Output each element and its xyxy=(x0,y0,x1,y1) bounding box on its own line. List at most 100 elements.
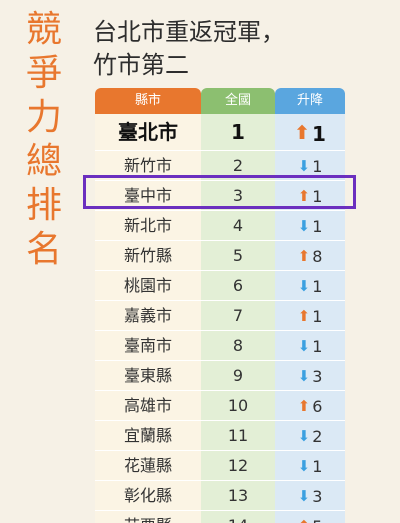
change-number: 1 xyxy=(312,121,326,146)
change-value: ⬆ 1 xyxy=(294,116,326,152)
change-number: 6 xyxy=(312,397,323,416)
arrow-up-icon: ⬆ xyxy=(297,247,311,265)
change-cell: ⬇ 1 xyxy=(275,331,345,360)
county-cell: 新北市 xyxy=(95,211,201,240)
rank-cell: 9 xyxy=(201,361,275,390)
arrow-down-icon: ⬇ xyxy=(297,367,311,385)
rank-cell: 6 xyxy=(201,271,275,300)
county-cell: 嘉義市 xyxy=(95,301,201,330)
change-number: 1 xyxy=(312,217,323,236)
county-cell: 彰化縣 xyxy=(95,481,201,510)
county-cell: 新竹縣 xyxy=(95,241,201,270)
change-value: ⬇ 1 xyxy=(298,332,323,361)
change-value: ⬇ 3 xyxy=(298,362,323,391)
change-cell: ⬇ 1 xyxy=(275,211,345,240)
arrow-up-icon: ⬆ xyxy=(297,397,311,415)
table-row: 嘉義市 7 ⬆ 1 xyxy=(95,301,345,331)
arrow-up-icon: ⬆ xyxy=(297,307,311,325)
change-cell: ⬆ 8 xyxy=(275,241,345,270)
change-number: 1 xyxy=(312,457,323,476)
arrow-up-icon: ⬆ xyxy=(294,122,310,144)
headline: 台北市重返冠軍， 竹市第二 xyxy=(93,16,353,82)
change-number: 1 xyxy=(312,187,323,206)
county-cell: 臺北市 xyxy=(95,114,201,150)
change-number: 3 xyxy=(312,487,323,506)
table-row: 宜蘭縣 11 ⬇ 2 xyxy=(95,421,345,451)
change-number: 1 xyxy=(312,277,323,296)
change-cell: ⬇ 1 xyxy=(275,451,345,480)
change-number: 2 xyxy=(312,427,323,446)
arrow-down-icon: ⬇ xyxy=(297,427,311,445)
table-row: 彰化縣 13 ⬇ 3 xyxy=(95,481,345,511)
change-value: ⬇ 1 xyxy=(298,212,323,241)
change-cell: ⬇ 3 xyxy=(275,361,345,390)
change-value: ⬆ 1 xyxy=(298,302,323,331)
arrow-down-icon: ⬇ xyxy=(297,217,311,235)
change-value: ⬇ 3 xyxy=(298,482,323,511)
county-cell: 宜蘭縣 xyxy=(95,421,201,450)
table-row: 臺東縣 9 ⬇ 3 xyxy=(95,361,345,391)
change-value: ⬆5 xyxy=(298,512,323,523)
highlight-box xyxy=(83,175,356,209)
table-row: 新竹縣 5 ⬆ 8 xyxy=(95,241,345,271)
change-number: 1 xyxy=(312,307,323,326)
change-value: ⬆ 1 xyxy=(298,182,323,211)
county-cell: 臺中市 xyxy=(95,181,201,210)
change-cell: ⬇ 1 xyxy=(275,271,345,300)
change-number: 8 xyxy=(312,247,323,266)
change-number: 3 xyxy=(312,367,323,386)
change-number: 1 xyxy=(312,157,323,176)
header-national: 全國 xyxy=(201,88,275,114)
rank-cell: 10 xyxy=(201,391,275,420)
change-value: ⬆ 8 xyxy=(298,242,323,271)
header-county: 縣市 xyxy=(95,88,201,114)
arrow-down-icon: ⬇ xyxy=(297,277,311,295)
change-number: 5 xyxy=(312,512,322,523)
arrow-down-icon: ⬇ xyxy=(297,157,311,175)
vertical-title: 競爭力總排名 xyxy=(25,9,62,270)
change-cell: ⬆5 xyxy=(275,511,345,523)
change-number: 1 xyxy=(312,337,323,356)
county-cell: 臺南市 xyxy=(95,331,201,360)
county-cell: 花蓮縣 xyxy=(95,451,201,480)
rank-cell: 11 xyxy=(201,421,275,450)
change-cell: ⬆ 1 xyxy=(275,301,345,330)
table-row: 新北市 4 ⬇ 1 xyxy=(95,211,345,241)
change-cell: ⬆ 1 xyxy=(275,114,345,150)
arrow-up-icon: ⬆ xyxy=(297,187,311,205)
county-cell: 桃園市 xyxy=(95,271,201,300)
change-value: ⬇ 2 xyxy=(298,422,323,451)
change-cell: ⬇ 3 xyxy=(275,481,345,510)
county-cell: 臺東縣 xyxy=(95,361,201,390)
header-change: 升降 xyxy=(275,88,345,114)
ranking-table: 縣市 全國 升降 臺北市 1 ⬆ 1 新竹市 2 ⬇ 1 臺中市 3 ⬆ 1 新北市 4 ⬇ 1 新竹縣 5 ⬆ 8 桃… xyxy=(95,88,345,523)
rank-cell: 12 xyxy=(201,451,275,480)
rank-cell: 8 xyxy=(201,331,275,360)
table-row: 桃園市 6 ⬇ 1 xyxy=(95,271,345,301)
rank-cell: 7 xyxy=(201,301,275,330)
change-value: ⬇ 1 xyxy=(298,272,323,301)
table-row: 苗栗縣14 ⬆5 xyxy=(95,511,345,523)
rank-cell: 5 xyxy=(201,241,275,270)
change-value: ⬆ 6 xyxy=(298,392,323,421)
table-row: 臺北市 1 ⬆ 1 xyxy=(95,114,345,151)
change-value: ⬇ 1 xyxy=(298,452,323,481)
headline-line-2: 竹市第二 xyxy=(93,51,189,79)
rank-cell: 4 xyxy=(201,211,275,240)
table-row: 花蓮縣 12 ⬇ 1 xyxy=(95,451,345,481)
arrow-down-icon: ⬇ xyxy=(297,487,311,505)
table-row: 高雄市 10 ⬆ 6 xyxy=(95,391,345,421)
table-row: 臺中市 3 ⬆ 1 xyxy=(95,181,345,211)
table-row: 臺南市 8 ⬇ 1 xyxy=(95,331,345,361)
rank-cell: 1 xyxy=(201,114,275,150)
change-cell: ⬇ 2 xyxy=(275,421,345,450)
arrow-up-icon: ⬆ xyxy=(298,519,311,523)
arrow-down-icon: ⬇ xyxy=(297,457,311,475)
arrow-down-icon: ⬇ xyxy=(297,337,311,355)
county-cell: 高雄市 xyxy=(95,391,201,420)
table-header: 縣市 全國 升降 xyxy=(95,88,345,114)
change-cell: ⬆ 6 xyxy=(275,391,345,420)
rank-cell: 3 xyxy=(201,181,275,210)
change-cell: ⬆ 1 xyxy=(275,181,345,210)
